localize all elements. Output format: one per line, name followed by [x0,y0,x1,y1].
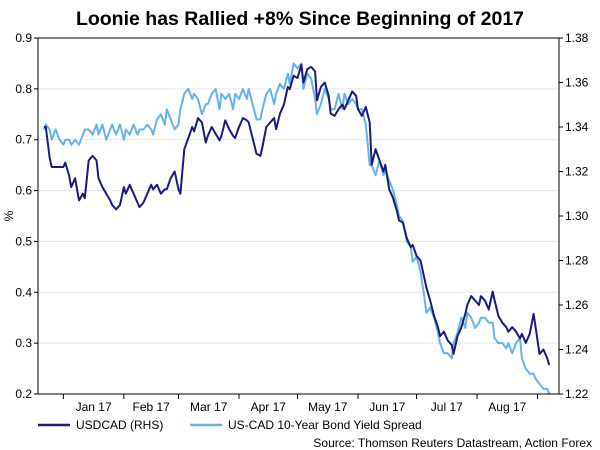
x-tick-label: Aug 17 [488,400,526,414]
x-tick-label: Jul 17 [431,400,463,414]
y-axis-right: 1.22 1.24 1.26 1.28 1.30 1.32 1.34 1.36 1.38 [559,31,589,401]
y-right-tick-label: 1.36 [565,76,589,90]
plot-frame [37,37,560,395]
x-tick-label: Apr 17 [251,400,287,414]
y-right-tick-label: 1.24 [565,343,589,357]
x-axis: Jan 17 Feb 17 Mar 17 Apr 17 May 17 Jun 17 Jul … [62,394,539,414]
source-note: Source: Thomson Reuters Datastream, Acti… [313,436,592,450]
y-right-tick-label: 1.32 [565,165,589,179]
y-right-tick-label: 1.22 [565,387,589,401]
legend-label-usdcad: USDCAD (RHS) [76,418,163,432]
x-tick-label: Jun 17 [369,400,405,414]
y-left-tick-label: 0.2 [15,387,32,401]
x-tick-label: Mar 17 [190,400,228,414]
chart-title: Loonie has Rallied +8% Since Beginning o… [76,8,524,30]
y-right-tick-label: 1.26 [565,298,589,312]
y-right-tick-label: 1.28 [565,254,589,268]
series-layer [42,62,551,395]
legend-label-yield-spread: US-CAD 10-Year Bond Yield Spread [228,418,422,432]
x-tick-label: Jan 17 [76,400,112,414]
y-axis-left: 0.2 0.3 0.4 0.5 0.6 0.7 0.8 0.9 [15,31,38,401]
grid [38,88,559,344]
y-left-tick-label: 0.8 [15,82,32,96]
y-left-tick-label: 0.7 [15,133,32,147]
y-right-tick-label: 1.38 [565,31,589,45]
y-right-tick-label: 1.34 [565,120,589,134]
y-right-tick-label: 1.30 [565,209,589,223]
y-left-tick-label: 0.5 [15,234,32,248]
y-left-tick-label: 0.6 [15,184,32,198]
y-axis-label: % [2,210,16,221]
x-tick-label: Feb 17 [132,400,170,414]
legend: USDCAD (RHS) US-CAD 10-Year Bond Yield S… [38,418,422,432]
series-line-yield-spread [42,62,551,395]
y-left-tick-label: 0.9 [15,31,32,45]
y-left-tick-label: 0.3 [15,336,32,350]
y-left-tick-label: 0.4 [15,285,32,299]
series-line-usdcad [43,63,551,366]
x-tick-label: May 17 [308,400,348,414]
